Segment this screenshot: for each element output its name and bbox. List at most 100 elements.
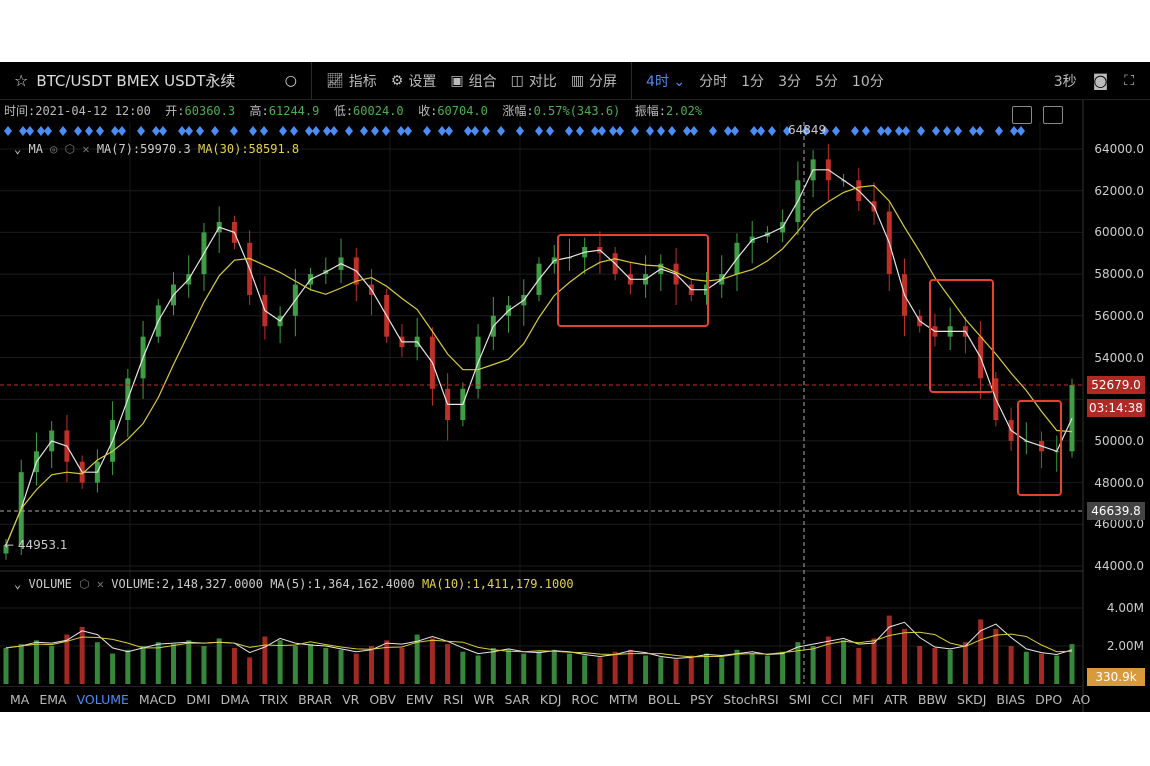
- indicator-tab-psy[interactable]: PSY: [690, 692, 714, 707]
- indicator-tab-smi[interactable]: SMI: [788, 692, 812, 707]
- signal-marker: [731, 126, 739, 136]
- volume-bar: [49, 646, 55, 684]
- volume-bar: [627, 649, 633, 684]
- volume-ma10-value: MA(10):1,411,179.1000: [421, 577, 574, 591]
- close-icon[interactable]: ✕: [82, 142, 90, 156]
- signal-marker: [750, 126, 758, 136]
- signal-marker: [724, 126, 732, 136]
- price-tick: 58000.0: [1094, 267, 1144, 282]
- indicator-tab-trix[interactable]: TRIX: [259, 692, 289, 707]
- signal-marker: [1017, 126, 1025, 136]
- toolbar: ☆ BTC/USDT BMEX USDT永续 ○ 📈︎ 指标 ⚙ 设置 ▣ 组合 ◫ 对…: [0, 61, 1150, 100]
- split-screen-button[interactable]: ▥ 分屏: [571, 71, 617, 91]
- gear-icon[interactable]: ⬡: [64, 142, 76, 156]
- volume-bar: [917, 646, 923, 684]
- indicator-tab-atr[interactable]: ATR: [883, 692, 908, 707]
- time-value: 2021-04-12 12:00: [35, 104, 151, 118]
- volume-bar: [1054, 655, 1060, 684]
- signal-marker: [1010, 126, 1018, 136]
- indicator-tab-ma[interactable]: MA: [10, 692, 30, 707]
- signal-marker: [932, 126, 940, 136]
- volume-bar: [429, 638, 435, 684]
- search-icon[interactable]: ○: [284, 72, 297, 89]
- volume-bar: [643, 655, 649, 684]
- refresh-interval[interactable]: 3秒: [1053, 73, 1077, 90]
- timeframe-1m[interactable]: 1分: [741, 73, 765, 90]
- change-value: 0.57%(343.6): [533, 104, 621, 118]
- close-icon[interactable]: ✕: [96, 577, 105, 591]
- indicator-tab-stochrsi[interactable]: StochRSI: [723, 692, 779, 707]
- indicator-tab-ema[interactable]: EMA: [39, 692, 67, 707]
- timeframe-10m[interactable]: 10分: [851, 73, 884, 90]
- indicator-tab-obv[interactable]: OBV: [369, 692, 396, 707]
- compare-button[interactable]: ◫ 对比: [511, 71, 557, 91]
- star-icon[interactable]: ☆: [14, 71, 29, 90]
- collapse-chevron-icon[interactable]: ⌄: [14, 577, 22, 591]
- expand-icon[interactable]: [1043, 106, 1063, 124]
- high-label: 高:: [249, 104, 269, 118]
- volume-bar: [521, 653, 527, 684]
- timeframe-5m[interactable]: 5分: [814, 73, 838, 90]
- volume-ma5-value: MA(5):1,364,162.4000: [270, 577, 415, 591]
- volume-bar: [308, 644, 314, 684]
- indicator-tab-bias[interactable]: BIAS: [996, 692, 1026, 707]
- timeframe-time-share[interactable]: 分时: [699, 73, 728, 90]
- volume-bar: [947, 649, 953, 684]
- indicator-tab-cci[interactable]: CCI: [821, 692, 843, 707]
- indicator-tab-sar[interactable]: SAR: [504, 692, 530, 707]
- indicators-button[interactable]: 📈︎ 指标: [326, 71, 377, 91]
- combo-label: 组合: [468, 73, 497, 90]
- indicator-tab-volume[interactable]: VOLUME: [76, 692, 129, 707]
- indicator-tab-mtm[interactable]: MTM: [608, 692, 638, 707]
- camera-icon[interactable]: ◙: [1092, 71, 1109, 90]
- indicator-tab-ao[interactable]: AO: [1072, 692, 1091, 707]
- indicator-tab-macd[interactable]: MACD: [138, 692, 177, 707]
- compare-label: 对比: [528, 73, 557, 90]
- collapse-chevron-icon[interactable]: ⌄: [14, 142, 22, 156]
- signal-marker: [969, 126, 977, 136]
- indicator-tab-emv[interactable]: EMV: [405, 692, 434, 707]
- signal-marker: [482, 126, 490, 136]
- signal-marker: [74, 126, 82, 136]
- indicator-tab-boll[interactable]: BOLL: [647, 692, 681, 707]
- price-chart[interactable]: [0, 62, 1150, 712]
- indicator-tab-vr[interactable]: VR: [342, 692, 360, 707]
- indicator-tab-wr[interactable]: WR: [473, 692, 495, 707]
- volume-bar: [962, 642, 968, 684]
- ma-name: MA: [28, 142, 43, 156]
- tool-buttons: 📈︎ 指标 ⚙ 设置 ▣ 组合 ◫ 对比 ▥ 分屏: [312, 61, 633, 100]
- signal-marker: [877, 126, 885, 136]
- signal-marker: [111, 126, 119, 136]
- indicator-tab-rsi[interactable]: RSI: [443, 692, 464, 707]
- volume-bar: [612, 651, 618, 684]
- timeframe-4h[interactable]: 4时 ⌄: [646, 73, 686, 90]
- indicator-tab-mfi[interactable]: MFI: [852, 692, 874, 707]
- gear-icon[interactable]: ⬡: [79, 577, 90, 591]
- ma30-line: [5, 184, 1073, 546]
- price-tick: 44000.0: [1094, 559, 1144, 573]
- combo-button[interactable]: ▣ 组合: [450, 71, 496, 91]
- time-label: 时间:: [4, 104, 36, 118]
- eye-icon[interactable]: ◎: [50, 142, 58, 156]
- indicator-tab-kdj[interactable]: KDJ: [539, 692, 562, 707]
- signal-marker: [330, 126, 338, 136]
- volume-bar: [262, 636, 268, 684]
- indicator-tab-dma[interactable]: DMA: [220, 692, 250, 707]
- open-value: 60360.3: [184, 104, 236, 118]
- indicator-tab-brar[interactable]: BRAR: [298, 692, 333, 707]
- volume-bar: [780, 651, 786, 684]
- volume-bar: [749, 653, 755, 684]
- signal-marker: [902, 126, 910, 136]
- calendar-icon[interactable]: [1012, 106, 1032, 124]
- settings-button[interactable]: ⚙ 设置: [391, 71, 437, 91]
- fullscreen-icon[interactable]: ⛶: [1124, 72, 1134, 89]
- indicator-tab-dmi[interactable]: DMI: [186, 692, 211, 707]
- symbol-selector[interactable]: ☆ BTC/USDT BMEX USDT永续 ○: [0, 61, 312, 100]
- signal-marker: [709, 126, 717, 136]
- indicator-tab-skdj[interactable]: SKDJ: [956, 692, 987, 707]
- indicator-tab-dpo[interactable]: DPO: [1035, 692, 1063, 707]
- timeframe-3m[interactable]: 3分: [778, 73, 801, 90]
- indicator-tab-bbw[interactable]: BBW: [917, 692, 947, 707]
- indicator-tab-roc[interactable]: ROC: [571, 692, 599, 707]
- annotation-box: [557, 234, 709, 327]
